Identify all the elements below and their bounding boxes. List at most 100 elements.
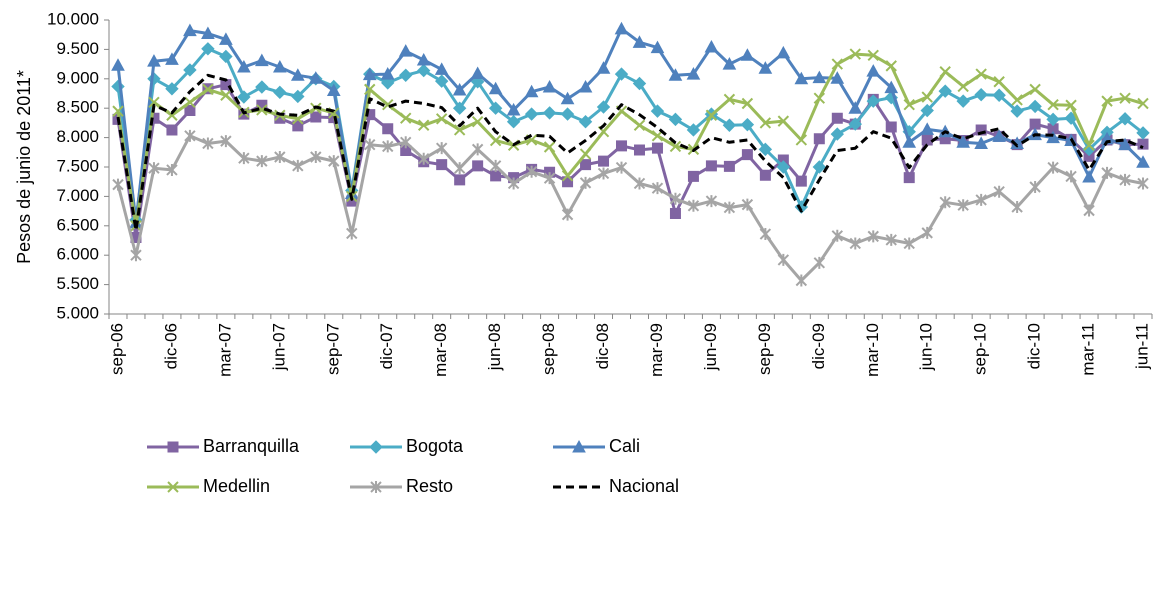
data-point [272, 59, 287, 73]
x-tick-label: sep-07 [323, 323, 342, 375]
data-point [1047, 98, 1059, 111]
x-tick-label: mar-11 [1079, 323, 1098, 376]
data-point [848, 117, 862, 131]
data-point [165, 82, 179, 96]
data-point [722, 118, 737, 132]
data-point [758, 142, 773, 157]
data-point [524, 107, 539, 121]
data-point [435, 142, 448, 155]
data-point [650, 104, 665, 118]
data-point [148, 96, 160, 109]
x-tick-label: mar-09 [647, 323, 666, 377]
series-line [116, 134, 1144, 282]
data-point [506, 102, 521, 116]
x-tick-label: dic-08 [593, 323, 612, 369]
data-point [596, 100, 611, 114]
x-tick-label: dic-07 [377, 323, 396, 369]
data-point [686, 67, 701, 80]
data-point [507, 177, 520, 190]
data-point [506, 115, 521, 129]
data-point [524, 84, 539, 98]
data-point [795, 134, 808, 146]
data-point [885, 233, 897, 246]
data-point [184, 96, 196, 109]
legend-marker [572, 439, 586, 453]
data-point [362, 67, 377, 81]
data-point [543, 172, 556, 185]
data-point [560, 107, 575, 121]
legend-label: Medellin [203, 476, 270, 496]
series [116, 73, 1144, 232]
data-point [1029, 180, 1041, 193]
legend-label: Bogota [406, 436, 464, 456]
data-point [1137, 97, 1149, 110]
data-point [470, 66, 485, 80]
legend-label: Cali [609, 436, 640, 456]
data-point [382, 123, 394, 135]
data-point [471, 116, 484, 128]
data-point [884, 80, 899, 94]
data-point [1136, 155, 1150, 168]
data-point [255, 53, 269, 67]
data-point [614, 21, 629, 35]
data-point [849, 237, 861, 250]
data-point [310, 111, 322, 123]
data-point [705, 195, 718, 208]
x-tick-label: jun-07 [269, 323, 288, 371]
data-point [686, 123, 701, 137]
data-point [759, 228, 772, 241]
data-point [957, 199, 969, 212]
data-point [184, 105, 196, 117]
data-point [668, 112, 683, 127]
data-point [400, 112, 412, 124]
data-point [560, 91, 575, 105]
data-point [489, 134, 502, 147]
data-point [1046, 112, 1060, 127]
data-point [310, 151, 322, 164]
data-point [1119, 173, 1131, 186]
data-point [758, 61, 773, 74]
data-point [435, 113, 448, 125]
data-point [975, 193, 987, 206]
data-point [184, 129, 196, 142]
data-point [974, 136, 989, 149]
data-point [201, 42, 215, 56]
data-point [921, 91, 933, 103]
data-point [1101, 95, 1113, 107]
data-point [165, 52, 179, 65]
data-point [434, 74, 449, 88]
data-point [471, 143, 484, 156]
data-point [632, 35, 647, 48]
data-point [183, 23, 197, 37]
data-point [202, 137, 214, 150]
data-point [219, 49, 233, 64]
data-point [1046, 130, 1060, 144]
data-point [328, 155, 340, 168]
data-point [202, 83, 214, 96]
data-point [398, 44, 413, 57]
data-point [902, 135, 917, 148]
data-point [201, 26, 215, 40]
data-point [813, 92, 826, 104]
x-tick-label: sep-10 [971, 323, 990, 375]
data-point [579, 148, 592, 160]
data-point [364, 83, 376, 96]
data-point [308, 71, 323, 84]
y-tick-label: 5.000 [56, 303, 99, 322]
data-point [849, 48, 861, 60]
data-point [777, 115, 790, 127]
data-point [812, 70, 827, 84]
data-point [722, 57, 737, 70]
legend-label: Resto [406, 476, 453, 496]
data-point [741, 198, 754, 211]
data-point [364, 138, 376, 151]
data-point [112, 178, 124, 191]
data-point [1118, 137, 1132, 151]
data-point [1010, 104, 1024, 118]
legend-marker [167, 441, 179, 453]
data-point [903, 98, 915, 111]
data-point [255, 80, 269, 94]
data-point [812, 160, 827, 174]
data-point [166, 163, 178, 176]
data-point [291, 89, 305, 104]
